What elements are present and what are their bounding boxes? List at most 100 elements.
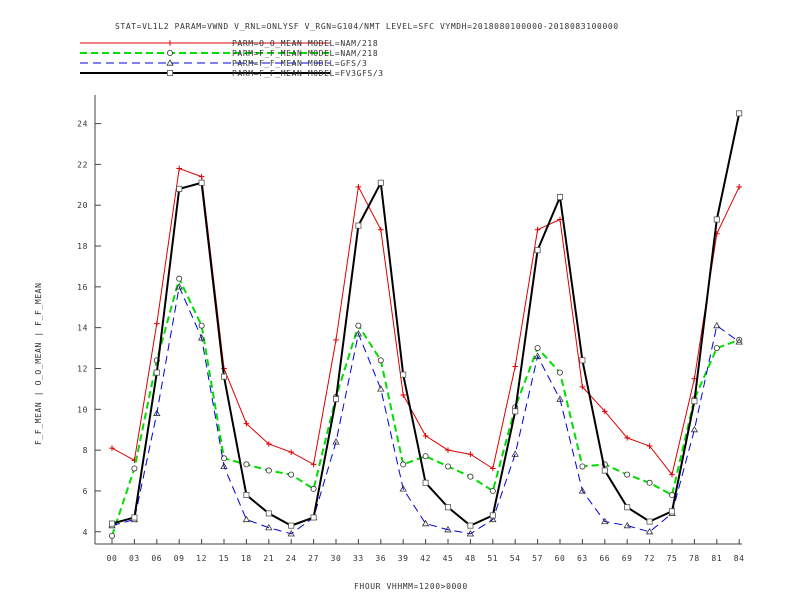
legend-label: PARM=O_O_MEAN MODEL=NAM/218 [232,39,378,48]
x-tick-label: 21 [263,554,274,563]
x-ticks: 00 03 06 09 12 15 18 21 24 27 30 33 36 39 42 45 48 51 54 57… [107,539,745,563]
triangle-marker [399,485,407,492]
square-marker [377,179,384,186]
x-tick-label: 15 [219,554,230,563]
series-group [108,110,743,539]
square-marker [713,216,720,223]
x-tick-label: 03 [129,554,140,563]
series-line [111,285,740,535]
y-tick-label: 24 [77,120,88,129]
x-tick-label: 72 [644,554,655,563]
triangle-marker [489,515,497,523]
x-tick-label: 84 [734,554,745,563]
square-marker [467,522,474,529]
plus-marker [333,337,339,343]
square-marker [109,520,116,527]
y-tick-label: 18 [77,242,88,251]
triangle-marker [421,519,430,527]
circle-marker [355,322,362,329]
plus-marker [266,441,272,447]
square-marker [131,514,138,521]
circle-marker [467,473,474,480]
x-tick-label: 69 [622,554,633,563]
series-4 [109,110,743,529]
square-marker [166,70,173,77]
circle-marker [646,479,653,486]
plus-marker [355,184,362,190]
y-tick-label: 16 [77,283,88,292]
square-marker [512,408,519,415]
series-line [111,113,741,527]
circle-marker [624,471,631,478]
plus-marker [167,40,173,46]
plus-marker [154,320,160,327]
plus-marker [109,445,115,451]
plus-marker [736,184,742,190]
triangle-marker [166,59,174,66]
circle-marker [288,471,295,478]
plus-marker [602,408,608,415]
plus-marker [445,447,451,453]
circle-marker [400,461,407,468]
triangle-marker [511,450,519,457]
y-tick-label: 4 [83,528,88,537]
series-2 [109,275,743,539]
triangle-marker [175,283,183,290]
square-marker [288,522,295,529]
square-marker [422,479,429,486]
triangle-marker [713,321,721,329]
y-tick-label: 20 [77,201,88,210]
triangle-marker [287,529,295,537]
triangle-marker [466,529,475,537]
x-tick-label: 51 [487,554,498,563]
triangle-marker [645,527,654,535]
square-marker [332,396,339,403]
x-tick-label: 54 [510,554,521,563]
plus-marker [669,471,675,478]
square-marker [310,514,317,521]
square-marker [355,222,362,229]
x-tick-label: 36 [375,554,386,563]
circle-marker [444,463,451,470]
square-marker [444,504,451,511]
plus-marker [422,433,429,439]
circle-marker [377,357,384,364]
x-tick-label: 06 [151,554,162,563]
square-marker [153,369,160,376]
plus-marker [534,226,541,233]
triangle-marker [601,517,609,525]
x-tick-label: 63 [577,554,588,563]
triangle-marker [623,521,631,529]
x-tick-label: 09 [174,554,185,563]
x-axis-label: FHOUR VHHMM=1200>0000 [354,582,468,591]
x-tick-label: 75 [667,554,678,563]
y-tick-label: 6 [83,487,88,496]
axes [94,95,742,545]
plus-marker [490,465,496,472]
circle-marker [243,461,250,468]
circle-marker [579,463,586,470]
y-tick-label: 14 [77,324,88,333]
plus-marker [378,226,384,233]
triangle-marker [735,338,743,345]
triangle-marker [197,334,206,341]
circle-marker [713,345,720,352]
square-marker [624,504,631,511]
x-tick-label: 39 [398,554,409,563]
plus-marker [243,420,250,427]
x-tick-label: 12 [196,554,207,563]
square-marker [601,467,608,474]
square-marker [646,518,653,525]
plus-marker [557,216,563,223]
legend-label: PARM=F_F_MEAN MODEL=FV3GFS/3 [232,69,384,78]
legend-label: PARM=F_F_MEAN MODEL=NAM/218 [232,49,378,58]
circle-marker [489,487,496,494]
circle-marker [310,485,317,492]
square-marker [669,508,676,515]
y-tick-label: 8 [83,446,88,455]
x-tick-label: 48 [465,554,476,563]
square-marker [243,492,250,499]
circle-marker [557,369,564,376]
x-tick-label: 60 [555,554,566,563]
plus-marker [288,449,294,455]
